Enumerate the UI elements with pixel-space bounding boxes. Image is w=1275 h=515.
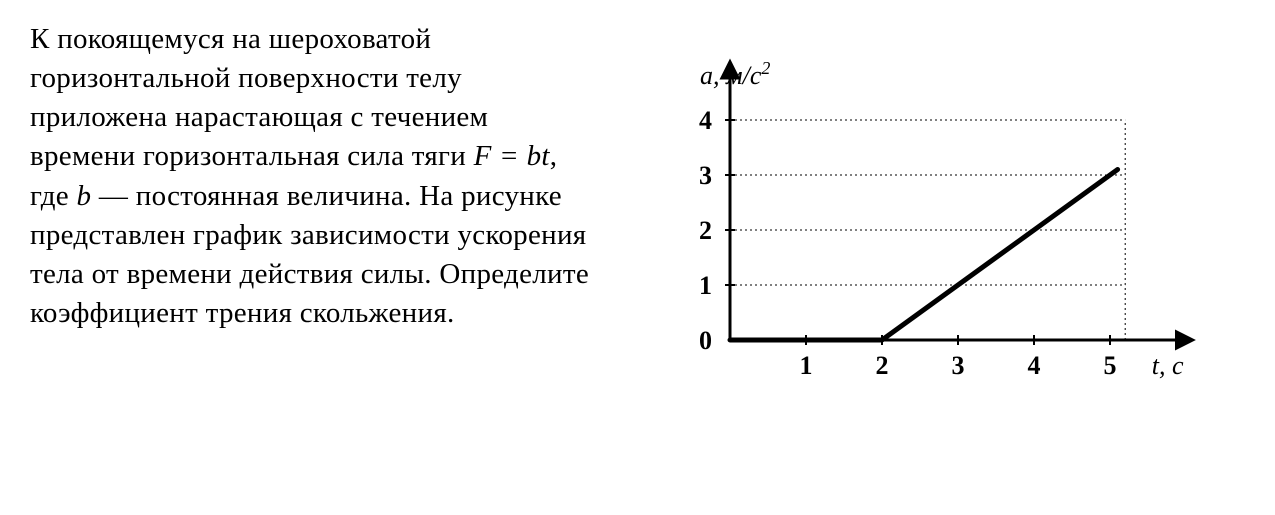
data-line — [730, 170, 1118, 341]
x-tick-label: 1 — [800, 351, 813, 380]
text-p3: — постоянная ве­личина. На рисунке предс… — [30, 180, 589, 329]
y-tick-label: 0 — [699, 326, 712, 355]
y-tick-label: 1 — [699, 271, 712, 300]
y-tick-label: 3 — [699, 161, 712, 190]
text-p1: К покоящемуся на шероховатой горизонталь… — [30, 23, 488, 172]
acceleration-chart: 1 2 3 4 5 0 1 2 3 4 a, м/c2 t, c — [640, 20, 1220, 420]
y-tick-label: 4 — [699, 106, 712, 135]
y-tick-label: 2 — [699, 216, 712, 245]
x-axis-label: t, c — [1152, 351, 1184, 380]
var-b: b — [77, 180, 92, 212]
y-axis-label: a, м/c2 — [700, 58, 770, 90]
x-tick-label: 3 — [952, 351, 965, 380]
x-tick-label: 4 — [1028, 351, 1041, 380]
x-tick-label: 5 — [1104, 351, 1117, 380]
formula-F: F = bt — [474, 140, 550, 172]
chart-container: 1 2 3 4 5 0 1 2 3 4 a, м/c2 t, c — [640, 20, 1220, 420]
x-tick-label: 2 — [876, 351, 889, 380]
problem-text: К покоящемуся на шероховатой горизонталь… — [30, 20, 600, 333]
